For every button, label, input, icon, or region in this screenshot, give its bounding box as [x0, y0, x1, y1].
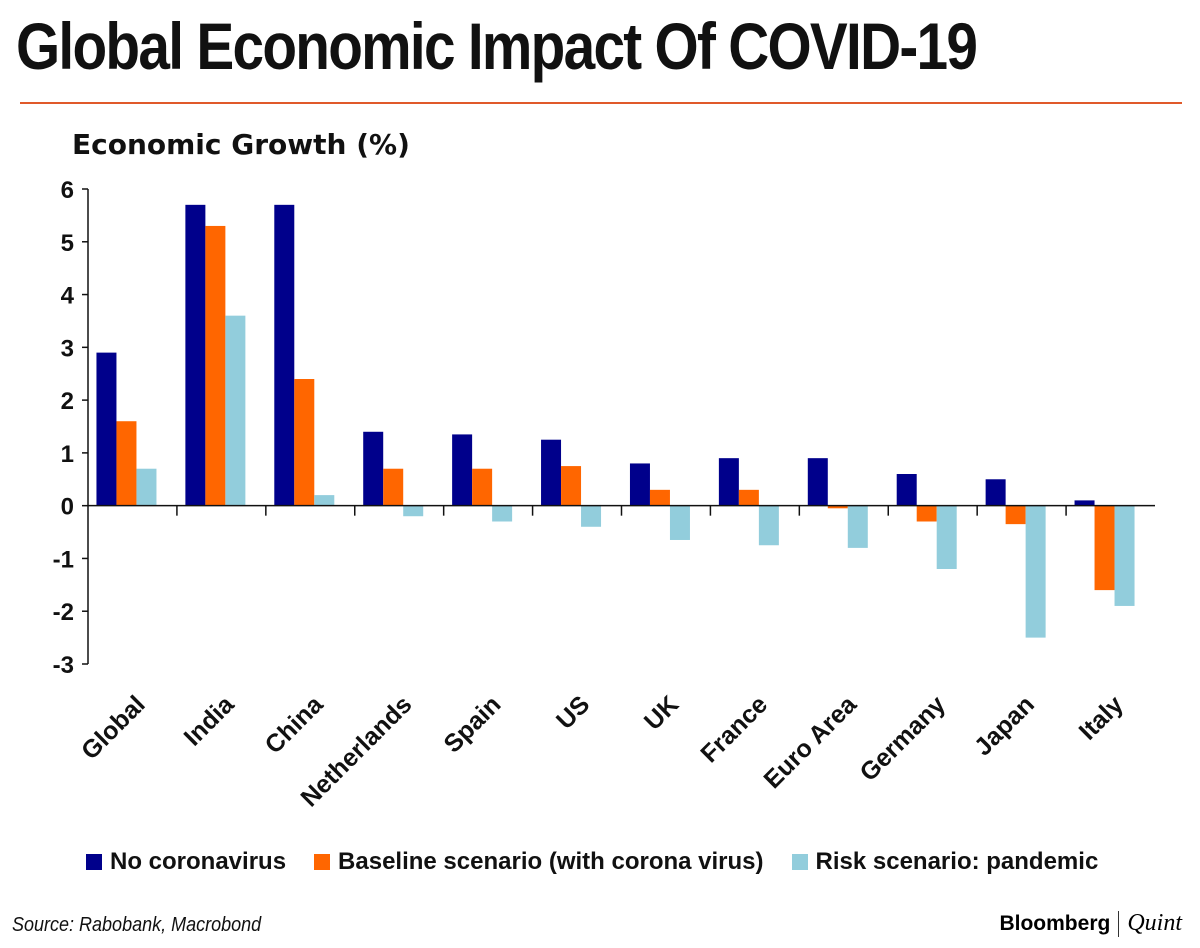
x-tick-label: Spain: [438, 690, 506, 758]
bar-japan-s2: [1025, 505, 1046, 638]
x-tick-label: China: [260, 690, 330, 760]
bar-france-s2: [758, 505, 779, 546]
bar-italy-s2: [1114, 505, 1135, 606]
legend-label: Baseline scenario (with corona virus): [338, 848, 764, 875]
y-tick-label: -3: [53, 652, 74, 679]
legend-label: Risk scenario: pandemic: [815, 848, 1099, 875]
y-tick-label: -1: [53, 546, 74, 573]
legend: No coronavirus Baseline scenario (with c…: [86, 848, 1098, 876]
bar-italy-s0: [1074, 500, 1095, 506]
x-tick-label: US: [551, 690, 595, 734]
x-tick-label: UK: [639, 690, 684, 735]
bar-spain-s0: [452, 434, 473, 506]
chart-title: Economic Growth (%): [72, 128, 410, 161]
bar-uk-s1: [649, 489, 670, 506]
brand-logo: Bloomberg Quint: [999, 910, 1182, 937]
y-tick-label: 3: [61, 335, 74, 362]
bar-china-s2: [314, 495, 335, 506]
legend-item: No coronavirus: [86, 848, 286, 876]
page-title: Global Economic Impact Of COVID-19: [16, 9, 978, 83]
x-tick-label: India: [179, 690, 241, 752]
brand-separator: [1118, 910, 1120, 937]
bar-italy-s1: [1094, 505, 1115, 591]
bar-india-s2: [225, 315, 246, 506]
bar-germany-s0: [896, 474, 917, 506]
bar-euro-area-s0: [807, 458, 828, 506]
brand-bloomberg: Bloomberg: [999, 911, 1111, 935]
bar-france-s0: [718, 458, 739, 506]
title-divider: [20, 102, 1182, 104]
bar-china-s1: [294, 379, 315, 506]
y-tick-label: 0: [61, 494, 74, 521]
bar-uk-s2: [669, 505, 690, 540]
bar-netherlands-s2: [403, 505, 424, 517]
source-note: Source: Rabobank, Macrobond: [12, 914, 262, 936]
brand-quint: Quint: [1127, 910, 1182, 936]
bar-china-s0: [274, 204, 295, 506]
legend-swatch: [791, 854, 808, 870]
legend-swatch: [314, 854, 331, 870]
legend-label: No coronavirus: [110, 848, 287, 875]
x-tick-label: Germany: [855, 690, 952, 787]
bar-spain-s2: [492, 505, 513, 522]
y-tick-label: 2: [61, 388, 74, 415]
y-tick-label: 4: [61, 283, 75, 310]
bar-netherlands-s0: [363, 431, 384, 506]
x-tick-label: Global: [76, 690, 151, 765]
bar-us-s0: [541, 439, 562, 506]
bar-uk-s0: [629, 463, 650, 506]
bar-global-s0: [96, 352, 117, 506]
bar-global-s2: [136, 468, 157, 506]
bar-germany-s1: [916, 505, 937, 522]
x-tick-label: France: [695, 690, 773, 768]
bar-netherlands-s1: [383, 468, 404, 506]
bar-euro-area-s1: [827, 505, 848, 509]
y-tick-label: -2: [53, 599, 74, 626]
bar-france-s1: [738, 489, 759, 506]
legend-item: Risk scenario: pandemic: [791, 848, 1099, 876]
legend-item: Baseline scenario (with corona virus): [314, 848, 764, 876]
bar-india-s1: [205, 225, 226, 506]
y-tick-label: 1: [61, 441, 74, 468]
legend-swatch: [86, 854, 102, 870]
bar-japan-s0: [985, 479, 1006, 506]
x-tick-label: Euro Area: [758, 690, 862, 794]
x-tick-label: Italy: [1074, 690, 1129, 745]
x-tick-label: Japan: [969, 690, 1040, 761]
y-tick-label: 5: [61, 230, 74, 257]
y-tick-label: 6: [61, 177, 74, 204]
bar-spain-s1: [472, 468, 493, 506]
bar-india-s0: [185, 204, 206, 506]
bar-japan-s1: [1005, 505, 1026, 525]
bar-euro-area-s2: [847, 505, 868, 548]
bar-us-s1: [561, 466, 582, 506]
bar-us-s2: [581, 505, 602, 527]
bar-germany-s2: [936, 505, 957, 569]
bar-global-s1: [116, 421, 137, 506]
